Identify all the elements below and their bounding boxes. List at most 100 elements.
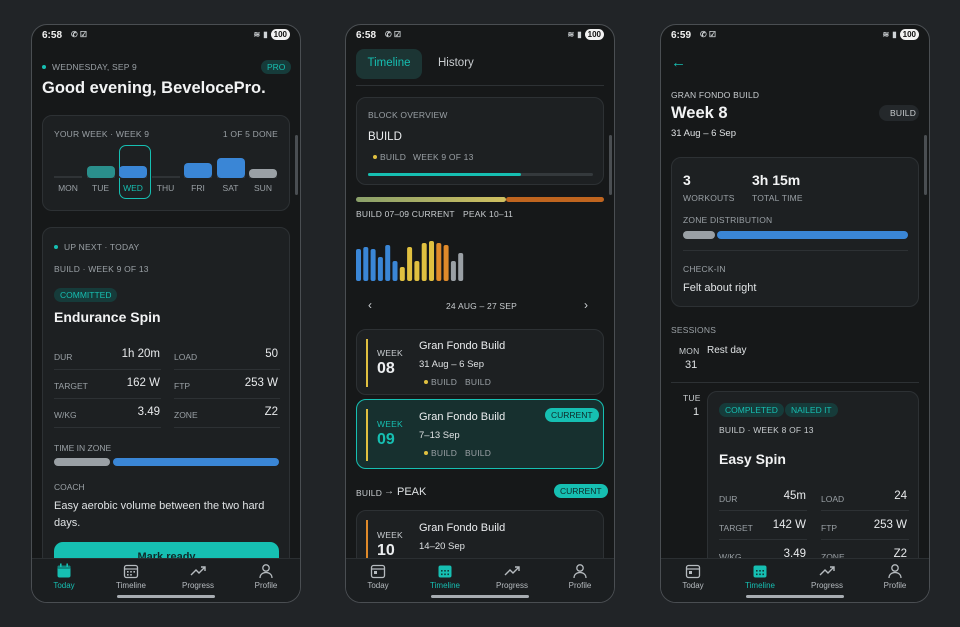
load-label: LOAD — [174, 352, 198, 362]
session-week: BUILD · WEEK 8 OF 13 — [719, 425, 814, 435]
nav-today[interactable]: Today — [34, 563, 94, 590]
time-in-zone-label: TIME IN ZONE — [54, 443, 112, 453]
block-overview-card[interactable]: BLOCK OVERVIEW BUILD BUILD WEEK 9 OF 13 — [356, 97, 604, 185]
zone-dist-z1 — [683, 231, 715, 239]
home-indicator — [431, 595, 529, 598]
coach-label: COACH — [54, 482, 85, 492]
transition-to: PEAK — [397, 486, 427, 498]
up-next-card[interactable]: UP NEXT · TODAY BUILD · WEEK 9 OF 13 COM… — [42, 227, 290, 576]
day-label[interactable]: MON — [58, 183, 78, 193]
nav-timeline[interactable]: Timeline — [730, 563, 790, 590]
greeting: Good evening, BevelocePro. — [42, 79, 266, 97]
phone-timeline-screen: 6:58 ✆ ☑ ≋ ▮ 100 Timeline History BLOCK OV… — [345, 24, 615, 603]
nav-timeline-label: Timeline — [745, 581, 775, 590]
status-right-icons: ≋ ▮ 100 — [254, 29, 290, 40]
nav-today-label: Today — [367, 581, 389, 590]
phase-build-label: BUILD 07–09 CURRENT — [356, 209, 455, 219]
nav-profile[interactable]: Profile — [236, 563, 296, 590]
nav-progress[interactable]: Progress — [797, 563, 857, 590]
battery-icon: 100 — [899, 29, 919, 40]
scrollbar[interactable] — [924, 135, 927, 195]
day-label[interactable]: TUE — [92, 183, 109, 193]
tab-timeline[interactable]: Timeline — [356, 49, 422, 79]
week-number: 10 — [377, 542, 395, 559]
nav-today[interactable]: Today — [663, 563, 723, 590]
divider — [719, 539, 807, 540]
status-bar: 6:58 ✆ ☑ ≋ ▮ 100 — [346, 25, 614, 47]
volume-bar — [414, 261, 420, 281]
scrollbar[interactable] — [609, 135, 612, 195]
week-number: 09 — [377, 431, 395, 448]
bottom-nav: Today Timeline Progress Profile — [32, 558, 300, 602]
bottom-nav: Today Timeline Progress Profile — [346, 558, 614, 602]
calendar-today-icon — [57, 563, 71, 578]
week-card-08[interactable]: WEEK 08 Gran Fondo Build 31 Aug – 6 Sep … — [356, 329, 604, 395]
wifi-icon: ≋ — [253, 30, 261, 39]
nav-timeline[interactable]: Timeline — [415, 563, 475, 590]
nav-profile[interactable]: Profile — [865, 563, 925, 590]
week-accent — [366, 409, 368, 461]
block-eyebrow: GRAN FONDO BUILD — [671, 90, 760, 100]
nav-progress-label: Progress — [181, 581, 214, 590]
back-arrow-icon[interactable]: ← — [671, 54, 686, 71]
calendar-grid-icon — [123, 564, 139, 579]
nav-today[interactable]: Today — [348, 563, 408, 590]
prev-range-button[interactable]: ‹ — [368, 298, 372, 312]
zone-label: ZONE — [174, 410, 198, 420]
nav-profile-label: Profile — [883, 581, 907, 590]
battery-icon: 100 — [584, 29, 604, 40]
date-range: 24 AUG – 27 SEP — [446, 301, 518, 311]
block-badge: BUILD — [380, 152, 407, 162]
nav-timeline-label: Timeline — [116, 581, 146, 590]
week-card-09-current[interactable]: WEEK 09 Gran Fondo Build 7–13 Sep BUILD … — [356, 399, 604, 469]
nav-progress[interactable]: Progress — [168, 563, 228, 590]
status-right-icons: ≋ ▮ 100 — [883, 29, 919, 40]
week-accent — [366, 520, 368, 572]
block-week: WEEK 9 OF 13 — [413, 152, 474, 162]
day-label[interactable]: SUN — [254, 183, 272, 193]
battery-icon: 100 — [270, 29, 290, 40]
status-bar: 6:58 ✆ ☑ ≋ ▮ 100 — [32, 25, 300, 47]
week-card[interactable]: YOUR WEEK · WEEK 9 1 OF 5 DONE MON TUE WED… — [42, 115, 290, 211]
coach-text: Easy aerobic volume between the two hard… — [54, 500, 265, 529]
day-label[interactable]: THU — [156, 183, 175, 193]
day-label[interactable]: SAT — [222, 183, 239, 193]
tag-dot — [424, 451, 428, 455]
nav-profile[interactable]: Profile — [550, 563, 610, 590]
wkg-label: W/KG — [54, 410, 77, 420]
tab-timeline-label: Timeline — [367, 57, 411, 69]
zone-bar-z1 — [54, 458, 110, 466]
next-range-button[interactable]: › — [584, 298, 588, 312]
calendar-grid-icon — [438, 565, 452, 578]
volume-bar — [436, 243, 442, 281]
trend-up-icon — [819, 566, 835, 576]
status-right-icons: ≋ ▮ 100 — [568, 29, 604, 40]
tab-history[interactable]: History — [438, 57, 474, 69]
day-bar — [86, 166, 115, 178]
status-time: 6:58 — [42, 30, 63, 41]
target-label: TARGET — [719, 523, 753, 533]
session-card[interactable]: COMPLETED NAILED IT BUILD · WEEK 8 OF 13… — [707, 391, 919, 581]
person-icon — [888, 564, 902, 579]
up-next-label: UP NEXT · TODAY — [64, 242, 140, 252]
target-value: 142 W — [772, 519, 806, 531]
nav-progress[interactable]: Progress — [482, 563, 542, 590]
divider — [671, 382, 919, 383]
week-word: WEEK — [377, 419, 403, 429]
day-label[interactable]: WED — [123, 183, 143, 193]
day-label[interactable]: FRI — [191, 183, 205, 193]
scrollbar[interactable] — [295, 135, 298, 195]
calendar-today-icon — [685, 564, 701, 579]
volume-bar — [443, 245, 449, 281]
volume-bar — [377, 257, 383, 281]
zone-dist-z2 — [717, 231, 908, 239]
nav-progress-label: Progress — [810, 581, 843, 590]
dur-label: DUR — [54, 352, 73, 362]
ftp-value: 253 W — [873, 519, 907, 531]
build-week-label: BUILD · WEEK 9 OF 13 — [54, 264, 149, 274]
status-notification-icons: ✆ ☑ — [385, 30, 402, 39]
zone-label: ZONE — [821, 552, 845, 562]
nav-timeline[interactable]: Timeline — [101, 563, 161, 590]
ftp-value: 253 W — [244, 377, 278, 389]
workouts-label: WORKOUTS — [683, 193, 735, 203]
